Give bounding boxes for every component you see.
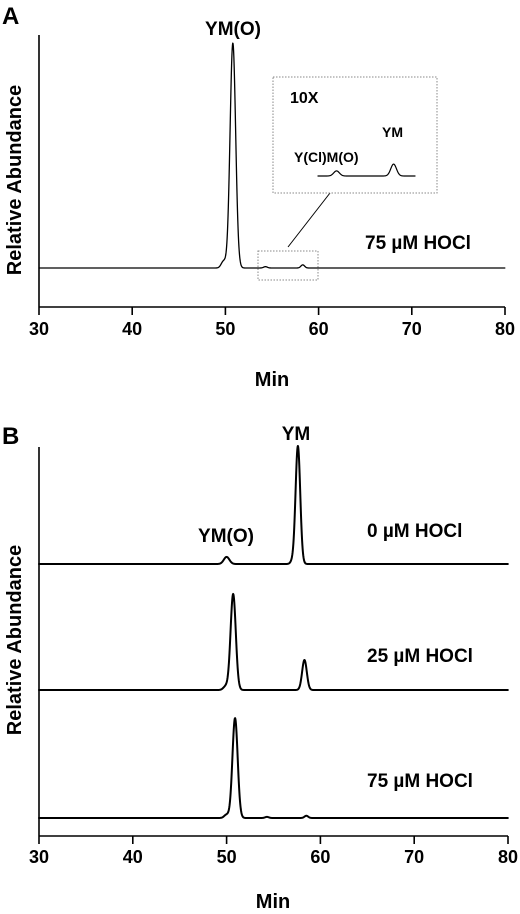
panel-b-x-axis-label: Min: [256, 891, 290, 913]
panel-b-trace-label-25um: 25 µM HOCl: [367, 646, 473, 667]
panel-b-traces: [38, 444, 509, 819]
panel-b-axes: [38, 447, 508, 837]
panel-a-inset-label-ycl-mo: Y(Cl)M(O): [294, 149, 359, 165]
panel-b-x-ticks: 30 40 50 60 70 80: [29, 836, 518, 867]
panel-a-x-axis-label: Min: [255, 369, 289, 391]
panel-b-x-tick-label-40: 40: [123, 847, 143, 867]
panel-letter-a: A: [2, 3, 19, 30]
panel-b-trace-0: [38, 444, 509, 565]
panel-b-trace-1: [38, 592, 509, 691]
panel-b-trace-2: [38, 717, 509, 819]
panel-a-x-tick-label-60: 60: [309, 319, 329, 339]
panel-b-y-axis-label: Relative Abundance: [4, 545, 26, 735]
panel-a-trace-0: [38, 42, 506, 269]
panel-b-x-tick-label-60: 60: [310, 847, 330, 867]
panel-a-inset-magnification: 10X: [290, 90, 319, 107]
panel-a-peak-label-ym-o: YM(O): [205, 19, 261, 40]
panel-b-trace-label-0um: 0 µM HOCl: [367, 521, 462, 542]
panel-a-x-tick-label-40: 40: [122, 319, 142, 339]
panel-a-zoom-region: [257, 250, 319, 281]
panel-b-trace-label-75um: 75 µM HOCl: [367, 771, 473, 792]
panel-b-x-tick-label-30: 30: [29, 847, 49, 867]
panel-b-peak-label-ym-o: YM(O): [198, 526, 254, 547]
panel-b-x-tick-label-70: 70: [404, 847, 424, 867]
panel-a-inset-line: [317, 163, 416, 177]
panel-b-peak-label-ym: YM: [282, 424, 311, 445]
panel-a-traces: [38, 42, 506, 269]
panel-a-inset-trace: [317, 163, 416, 177]
panel-a-x-ticks: 30 40 50 60 70 80: [29, 307, 515, 339]
panel-b-x-tick-label-80: 80: [498, 847, 518, 867]
panel-a-inset-box: [272, 76, 438, 194]
panel-a-x-tick-label-30: 30: [29, 319, 49, 339]
panel-a-x-tick-label-80: 80: [495, 319, 515, 339]
panel-a-trace-label-75um: 75 µM HOCl: [365, 233, 471, 254]
panel-a-x-tick-label-70: 70: [402, 319, 422, 339]
panel-a-x-tick-label-50: 50: [215, 319, 235, 339]
panel-b-x-tick-label-50: 50: [217, 847, 237, 867]
panel-a-inset-leader: [287, 192, 331, 248]
panel-a-y-axis-label: Relative Abundance: [4, 85, 26, 275]
panel-a-inset-label-ym: YM: [382, 124, 403, 140]
panel-a-axes: [38, 35, 505, 308]
panel-letter-b: B: [2, 423, 19, 450]
